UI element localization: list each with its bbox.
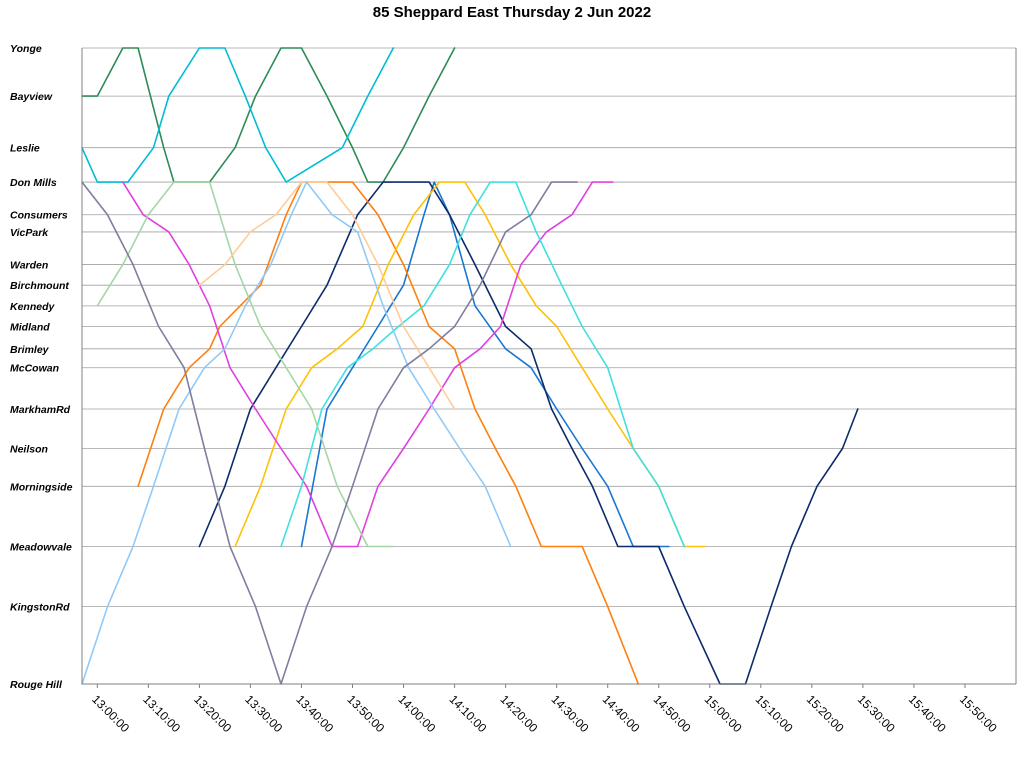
x-tick-label: 14:20:00: [497, 692, 540, 735]
trip-line-2: [81, 47, 395, 183]
x-tick-label: 15:40:00: [906, 692, 949, 735]
x-tick-label: 15:50:00: [957, 692, 1000, 735]
trip-lines: [81, 47, 859, 685]
trip-line-9: [96, 181, 395, 548]
stop-label-warden: Warden: [10, 260, 48, 272]
x-tick-label: 15:30:00: [855, 692, 898, 735]
trip-line-11: [81, 181, 512, 685]
x-tick-labels: 13:00:00 13:10:00 13:20:00 13:30:00 13:40:00…: [89, 684, 1000, 735]
trip-line-1: [81, 47, 456, 183]
stop-label-neilson: Neilson: [10, 444, 48, 456]
grid-layer: [82, 47, 1016, 685]
x-tick-label: 14:10:00: [446, 692, 489, 735]
stop-label-rouge-hill: Rouge Hill: [10, 679, 63, 691]
trip-line-4: [198, 181, 859, 685]
x-tick-label: 13:00:00: [89, 692, 132, 735]
x-tick-label: 13:20:00: [191, 692, 234, 735]
trip-line-3: [300, 181, 670, 548]
x-tick-label: 15:10:00: [753, 692, 796, 735]
x-tick-label: 13:40:00: [293, 692, 336, 735]
x-tick-label: 14:50:00: [651, 692, 694, 735]
x-tick-label: 13:30:00: [242, 692, 285, 735]
stop-labels: Yonge Bayview Leslie Don Mills Consumers VicP…: [10, 43, 73, 691]
x-tick-label: 15:20:00: [804, 692, 847, 735]
stop-label-consumers: Consumers: [10, 210, 68, 222]
stop-label-bayview: Bayview: [10, 91, 53, 103]
stop-label-kennedy: Kennedy: [10, 301, 56, 313]
x-tick-label: 14:40:00: [600, 692, 643, 735]
stop-label-vicpark: VicPark: [10, 227, 49, 239]
stop-label-kingstonrd: KingstonRd: [10, 602, 70, 614]
trip-line-10: [198, 181, 456, 410]
stop-label-markhamrd: MarkhamRd: [10, 404, 71, 416]
x-tick-label: 13:10:00: [140, 692, 183, 735]
stop-label-leslie: Leslie: [10, 143, 40, 155]
trip-line-8: [280, 181, 686, 548]
trip-line-6: [234, 181, 706, 548]
x-tick-label: 14:00:00: [395, 692, 438, 735]
stop-label-mccowan: McCowan: [10, 363, 59, 375]
trip-line-12: [81, 181, 578, 685]
stop-label-meadowvale: Meadowvale: [10, 541, 72, 553]
stop-label-brimley: Brimley: [10, 344, 50, 356]
x-tick-label: 15:00:00: [702, 692, 745, 735]
x-tick-label: 14:30:00: [549, 692, 592, 735]
axis-layer: [81, 48, 1017, 685]
stop-label-don-mills: Don Mills: [10, 177, 57, 189]
x-tick-label: 13:50:00: [344, 692, 387, 735]
trip-line-5: [137, 181, 640, 685]
stop-label-birchmount: Birchmount: [10, 280, 69, 292]
chart-title: 85 Sheppard East Thursday 2 Jun 2022: [372, 4, 652, 21]
stop-label-morningside: Morningside: [10, 481, 73, 493]
stop-label-yonge: Yonge: [10, 43, 42, 55]
stop-label-midland: Midland: [10, 321, 50, 333]
